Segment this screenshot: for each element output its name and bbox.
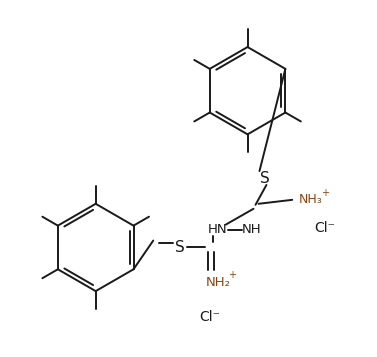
Text: +: + [228,270,236,280]
Text: Cl⁻: Cl⁻ [314,221,336,235]
Text: S: S [259,171,269,186]
Text: +: + [321,188,329,198]
Text: Cl⁻: Cl⁻ [199,310,220,324]
Text: NH₃: NH₃ [299,193,323,206]
Text: HN: HN [208,223,228,236]
Text: NH: NH [242,223,261,236]
Text: S: S [175,240,185,255]
Text: NH₂: NH₂ [205,276,230,289]
